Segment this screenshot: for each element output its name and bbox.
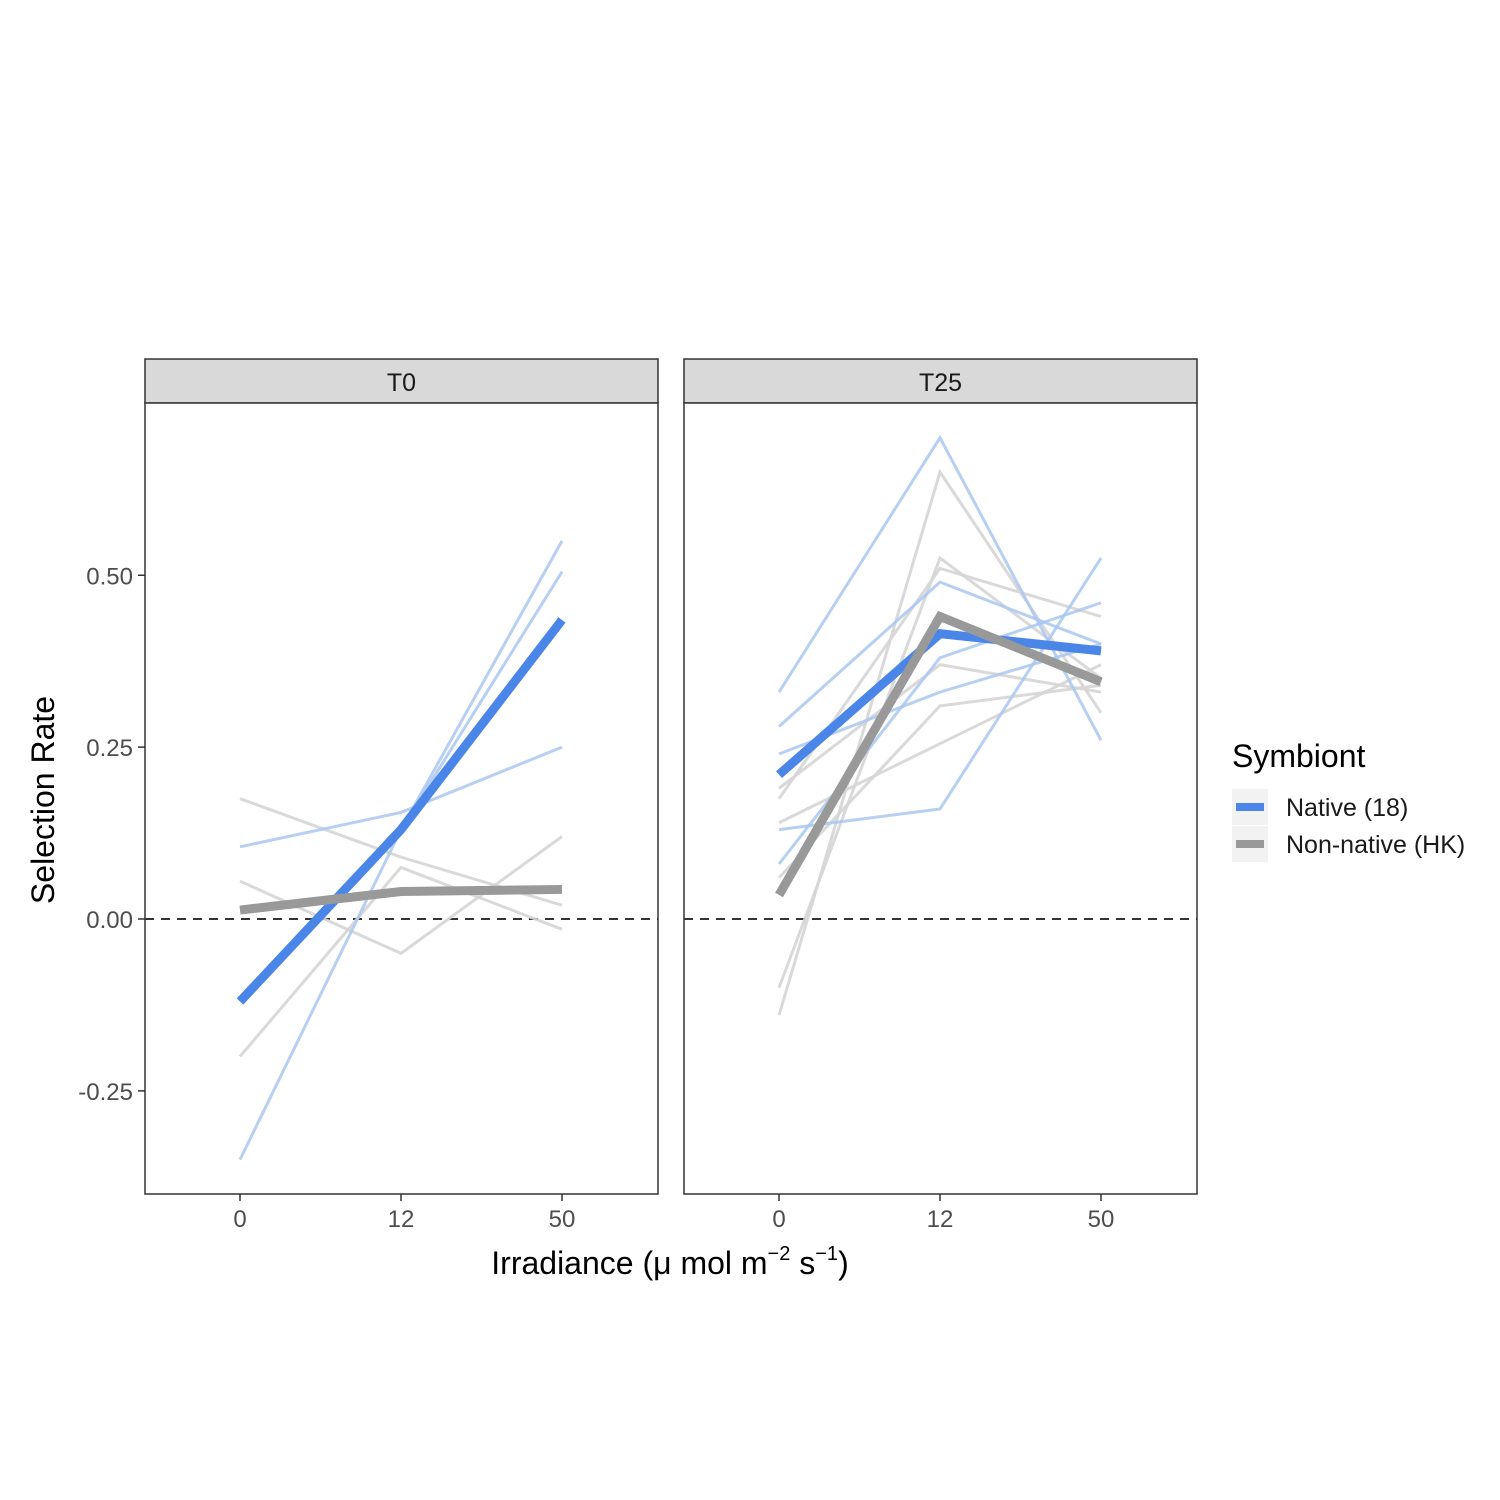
panels: T0 0 12 50 T25 0 12 50 (144, 358, 1198, 1233)
replicate-line-native (777, 580, 1102, 728)
legend: Symbiont Native (18) Non-native (HK) (1232, 738, 1465, 862)
x-tick-label: 0 (772, 1206, 785, 1233)
x-tick-label: 12 (388, 1206, 415, 1233)
legend-title: Symbiont (1232, 738, 1366, 774)
x-axis-title: Irradiance (μ mol m−2 s−1) (491, 1243, 848, 1281)
y-axis: -0.25 0.00 0.25 0.50 (78, 563, 145, 1106)
legend-label-nonnative: Non-native (HK) (1286, 831, 1465, 859)
y-tick-label: 0.25 (86, 735, 133, 762)
mean-line-nonnative (239, 884, 563, 915)
panel-strip (144, 358, 659, 404)
replicate-line-native (239, 745, 563, 849)
mean-line-nonnative (775, 610, 1103, 898)
panel-strip-label: T25 (919, 369, 962, 397)
x-tick-label: 50 (1088, 1206, 1115, 1233)
panel-plot-area (144, 402, 659, 1195)
panel-plot-area (683, 402, 1198, 1195)
y-axis-title: Selection Rate (25, 696, 61, 904)
legend-label-native: Native (18) (1286, 794, 1408, 822)
x-tick-label: 0 (233, 1206, 246, 1233)
y-tick-label: 0.50 (86, 563, 133, 590)
mean-line-native (776, 629, 1102, 779)
y-tick-label: -0.25 (78, 1079, 133, 1106)
mean-line-native (236, 617, 566, 1005)
panel-T25: T25 0 12 50 (683, 358, 1198, 1233)
replicate-line-nonnative (777, 683, 1102, 879)
replicate-line-nonnative (778, 663, 1102, 790)
x-tick-label: 50 (549, 1206, 576, 1233)
x-tick-label: 12 (927, 1206, 954, 1233)
y-tick-label: 0.00 (86, 907, 133, 934)
panel-T0: T0 0 12 50 (144, 358, 659, 1233)
panel-strip-label: T0 (387, 369, 416, 397)
replicate-line-nonnative (777, 468, 1103, 1016)
replicate-line-nonnative (238, 865, 563, 1058)
